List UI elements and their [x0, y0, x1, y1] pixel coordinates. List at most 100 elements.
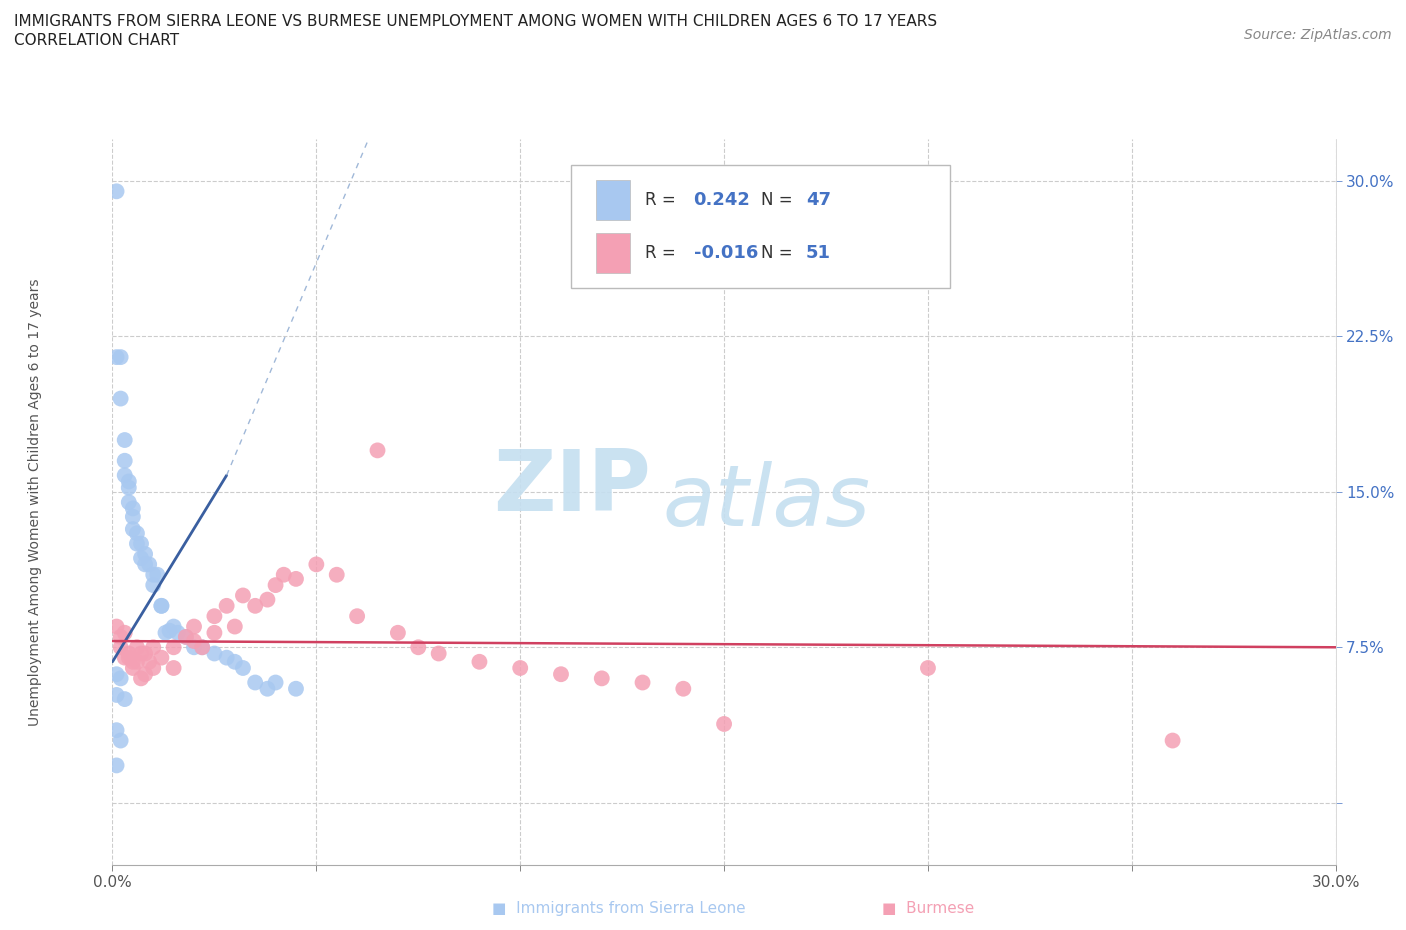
Text: Source: ZipAtlas.com: Source: ZipAtlas.com: [1244, 28, 1392, 42]
Point: [114, 453, 136, 468]
Point: [129, 671, 152, 685]
Point: [134, 547, 156, 562]
Point: [105, 184, 128, 199]
Point: [232, 588, 254, 603]
Point: [224, 655, 246, 670]
Point: [204, 646, 226, 661]
Point: [114, 432, 136, 447]
Point: [129, 537, 152, 551]
Text: IMMIGRANTS FROM SIERRA LEONE VS BURMESE UNEMPLOYMENT AMONG WOMEN WITH CHILDREN A: IMMIGRANTS FROM SIERRA LEONE VS BURMESE …: [14, 14, 938, 29]
Point: [427, 646, 450, 661]
Point: [118, 480, 141, 495]
Point: [366, 443, 388, 458]
Point: [134, 667, 156, 682]
Point: [105, 667, 128, 682]
Point: [150, 650, 173, 665]
Point: [917, 660, 939, 675]
Point: [204, 609, 226, 624]
Point: [284, 682, 308, 697]
Text: ■  Burmese: ■ Burmese: [882, 901, 974, 916]
Point: [129, 646, 152, 661]
Text: N =: N =: [761, 245, 797, 262]
Text: 51: 51: [806, 245, 831, 262]
Point: [468, 655, 491, 670]
Point: [183, 640, 205, 655]
Text: N =: N =: [761, 191, 797, 209]
Point: [509, 660, 531, 675]
Point: [166, 625, 188, 640]
Point: [591, 671, 613, 685]
Bar: [596, 233, 630, 273]
Point: [387, 625, 409, 640]
Point: [191, 640, 214, 655]
Point: [125, 525, 148, 540]
Point: [284, 571, 308, 586]
Point: [118, 650, 141, 665]
Point: [264, 578, 287, 592]
Point: [713, 716, 735, 731]
Point: [122, 510, 145, 525]
Point: [125, 640, 148, 655]
Text: 0.242: 0.242: [693, 191, 751, 209]
Point: [129, 551, 152, 565]
Point: [105, 723, 128, 737]
Point: [150, 598, 173, 613]
Text: ■  Immigrants from Sierra Leone: ■ Immigrants from Sierra Leone: [492, 901, 745, 916]
Point: [183, 619, 205, 634]
Point: [110, 392, 132, 406]
Point: [256, 592, 278, 607]
Point: [110, 733, 132, 748]
Point: [215, 598, 238, 613]
Point: [245, 675, 267, 690]
Point: [146, 567, 169, 582]
Point: [110, 640, 132, 655]
Point: [150, 598, 173, 613]
Point: [142, 660, 165, 675]
Point: [183, 633, 205, 648]
Bar: [596, 179, 630, 219]
Point: [110, 350, 132, 365]
Point: [305, 557, 328, 572]
Point: [264, 675, 287, 690]
Point: [256, 682, 278, 697]
Text: atlas: atlas: [664, 460, 870, 544]
Point: [122, 522, 145, 537]
Point: [138, 655, 160, 670]
Point: [114, 625, 136, 640]
Point: [245, 598, 267, 613]
Point: [118, 474, 141, 489]
Point: [326, 567, 349, 582]
Point: [631, 675, 654, 690]
Point: [163, 619, 186, 634]
Point: [191, 640, 214, 655]
Point: [224, 619, 246, 634]
Point: [122, 660, 145, 675]
Point: [273, 567, 295, 582]
Point: [118, 646, 141, 661]
Point: [163, 640, 186, 655]
Point: [408, 640, 430, 655]
Point: [215, 650, 238, 665]
Point: [1161, 733, 1184, 748]
Point: [118, 495, 141, 510]
Point: [105, 619, 128, 634]
Text: 47: 47: [806, 191, 831, 209]
Point: [346, 609, 368, 624]
Point: [105, 758, 128, 773]
Point: [125, 537, 148, 551]
Point: [550, 667, 572, 682]
Point: [159, 623, 181, 638]
Point: [110, 671, 132, 685]
Point: [134, 646, 156, 661]
Point: [204, 625, 226, 640]
Point: [672, 682, 695, 697]
Point: [174, 630, 197, 644]
Point: [163, 660, 186, 675]
Point: [105, 687, 128, 702]
Text: R =: R =: [644, 245, 681, 262]
Point: [142, 640, 165, 655]
Point: [114, 468, 136, 483]
Point: [122, 501, 145, 516]
Point: [174, 630, 197, 644]
Point: [105, 350, 128, 365]
